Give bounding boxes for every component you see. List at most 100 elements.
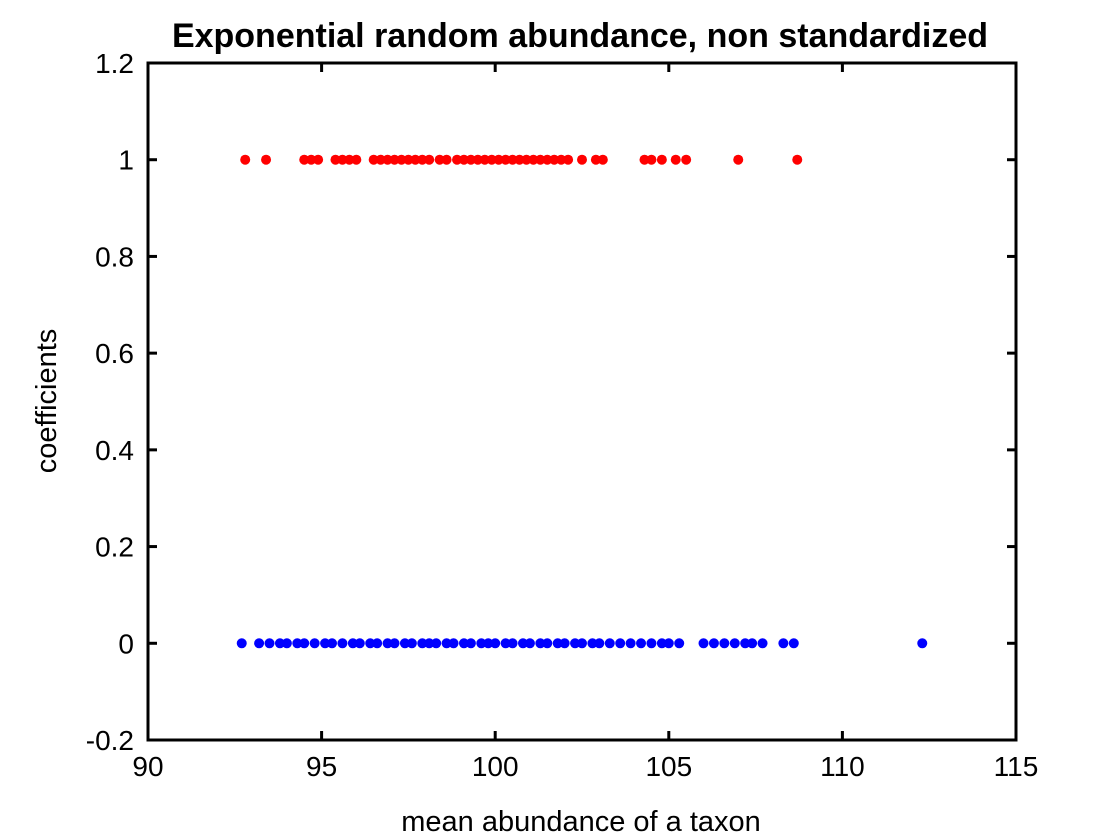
data-point-series-1 <box>424 638 435 649</box>
data-point-series-1 <box>615 638 626 649</box>
y-tick-label: -0.2 <box>86 725 134 756</box>
points-layer <box>236 154 928 649</box>
data-point-series-0 <box>493 154 504 165</box>
y-tick-label: 0 <box>118 628 134 659</box>
data-point-series-0 <box>403 154 414 165</box>
data-point-series-1 <box>448 638 459 649</box>
data-point-series-0 <box>528 154 539 165</box>
data-point-series-0 <box>646 154 657 165</box>
data-point-series-1 <box>441 638 452 649</box>
data-point-series-1 <box>372 638 383 649</box>
data-point-series-1 <box>264 638 275 649</box>
data-point-series-1 <box>406 638 417 649</box>
y-tick-label: 0.4 <box>95 435 134 466</box>
data-point-series-1 <box>465 638 476 649</box>
data-point-series-1 <box>663 638 674 649</box>
data-point-series-1 <box>354 638 365 649</box>
y-axis-title: coefficients <box>31 329 63 474</box>
data-point-series-1 <box>483 638 494 649</box>
x-tick-label: 95 <box>306 751 337 782</box>
data-point-series-0 <box>337 154 348 165</box>
data-point-series-1 <box>708 638 719 649</box>
data-point-series-1 <box>490 638 501 649</box>
data-point-series-1 <box>757 638 768 649</box>
data-point-series-0 <box>306 154 317 165</box>
data-point-series-1 <box>500 638 511 649</box>
data-point-series-0 <box>535 154 546 165</box>
data-point-series-1 <box>281 638 292 649</box>
data-point-series-0 <box>452 154 463 165</box>
data-point-series-1 <box>524 638 535 649</box>
data-point-series-0 <box>299 154 310 165</box>
data-point-series-1 <box>778 638 789 649</box>
data-point-series-0 <box>733 154 744 165</box>
data-point-series-1 <box>542 638 553 649</box>
data-point-series-1 <box>320 638 331 649</box>
data-point-series-1 <box>399 638 410 649</box>
data-point-series-0 <box>681 154 692 165</box>
data-point-series-1 <box>337 638 348 649</box>
data-point-series-1 <box>625 638 636 649</box>
data-point-series-0 <box>351 154 362 165</box>
data-point-series-1 <box>674 638 685 649</box>
x-tick-label: 110 <box>820 751 865 782</box>
data-point-series-1 <box>458 638 469 649</box>
data-point-series-0 <box>261 154 272 165</box>
data-point-series-1 <box>552 638 563 649</box>
data-point-series-0 <box>486 154 497 165</box>
data-point-series-0 <box>542 154 553 165</box>
data-point-series-0 <box>375 154 386 165</box>
data-point-series-0 <box>792 154 803 165</box>
data-point-series-0 <box>479 154 490 165</box>
data-point-series-1 <box>740 638 751 649</box>
data-point-series-1 <box>327 638 338 649</box>
data-point-series-1 <box>382 638 393 649</box>
data-point-series-1 <box>517 638 528 649</box>
data-point-series-1 <box>417 638 428 649</box>
data-point-series-0 <box>389 154 400 165</box>
data-point-series-0 <box>597 154 608 165</box>
data-point-series-1 <box>299 638 310 649</box>
x-axis-title: mean abundance of a taxon <box>401 806 761 838</box>
data-point-series-1 <box>507 638 518 649</box>
data-point-series-1 <box>292 638 303 649</box>
data-point-series-1 <box>236 638 247 649</box>
data-point-series-1 <box>604 638 615 649</box>
data-point-series-0 <box>639 154 650 165</box>
data-point-series-1 <box>788 638 799 649</box>
axes-layer: 90 95 100 105 110 115 -0.2 0 0.2 0.4 0.6 0.8 1 1.2 <box>86 48 1039 782</box>
data-point-series-0 <box>424 154 435 165</box>
y-tick-label: 0.6 <box>95 338 134 369</box>
data-point-series-1 <box>535 638 546 649</box>
data-point-series-0 <box>465 154 476 165</box>
data-point-series-1 <box>309 638 320 649</box>
data-point-series-1 <box>431 638 442 649</box>
data-point-series-1 <box>594 638 605 649</box>
data-point-series-0 <box>514 154 525 165</box>
data-point-series-1 <box>559 638 570 649</box>
x-tick-label: 100 <box>472 751 519 782</box>
x-tick-label: 115 <box>994 751 1039 782</box>
data-point-series-0 <box>368 154 379 165</box>
chart-title: Exponential random abundance, non standa… <box>172 17 988 55</box>
data-point-series-1 <box>476 638 487 649</box>
y-tick-label: 0.8 <box>95 241 134 272</box>
data-point-series-0 <box>313 154 324 165</box>
x-tick-label: 90 <box>132 751 163 782</box>
data-point-series-0 <box>458 154 469 165</box>
data-point-series-1 <box>729 638 740 649</box>
data-point-series-1 <box>587 638 598 649</box>
data-point-series-1 <box>389 638 400 649</box>
data-point-series-0 <box>670 154 681 165</box>
y-tick-label: 0.2 <box>95 532 134 563</box>
plot-frame <box>146 61 1018 742</box>
data-point-series-0 <box>549 154 560 165</box>
data-point-series-0 <box>590 154 601 165</box>
data-point-series-1 <box>365 638 376 649</box>
data-point-series-0 <box>344 154 355 165</box>
data-point-series-0 <box>563 154 574 165</box>
x-tick-label: 105 <box>645 751 692 782</box>
data-point-series-1 <box>656 638 667 649</box>
data-point-series-1 <box>274 638 285 649</box>
